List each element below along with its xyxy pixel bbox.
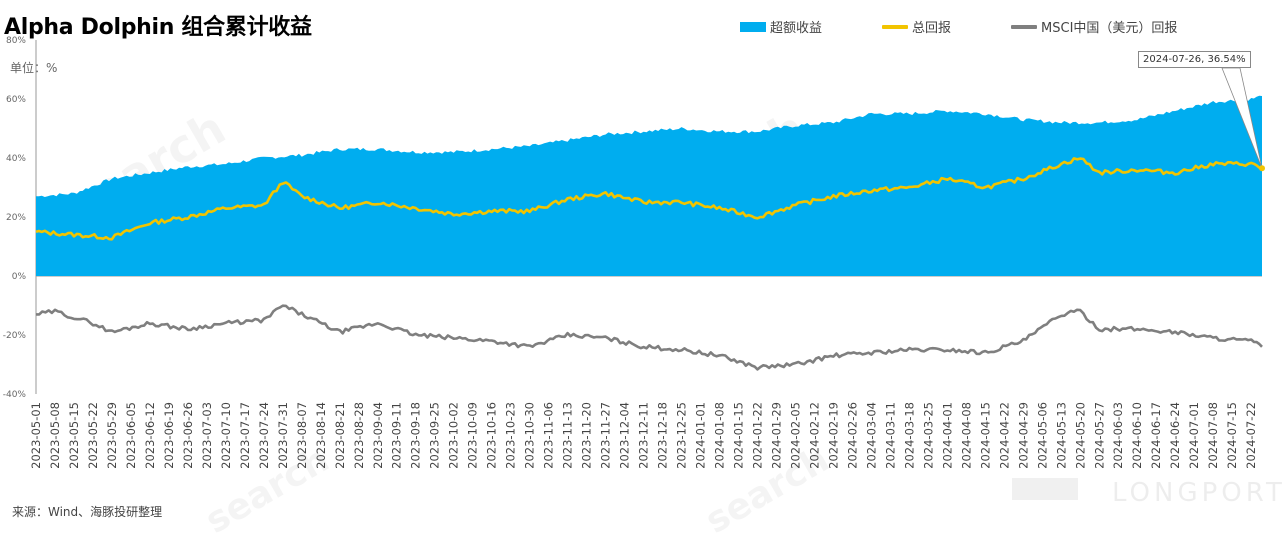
x-tick-label: 2023-12-18 <box>656 402 670 469</box>
x-tick-label: 2024-07-01 <box>1187 402 1201 469</box>
tooltip-pointer <box>1221 67 1263 169</box>
x-tick-label: 2024-04-08 <box>959 402 973 469</box>
series-line-total <box>35 157 1263 241</box>
x-tick-label: 2023-11-06 <box>542 402 556 469</box>
legend-label-excess: 超额收益 <box>770 21 823 36</box>
x-tick-label: 2023-12-11 <box>637 402 651 469</box>
x-tick-label: 2024-03-18 <box>902 402 916 469</box>
x-tick-label: 2023-06-12 <box>143 402 157 469</box>
x-tick-label: 2023-10-23 <box>504 402 518 469</box>
y-tick-label: 40% <box>6 154 26 164</box>
x-tick-label: 2024-06-03 <box>1111 402 1125 469</box>
x-tick-label: 2024-04-15 <box>978 402 992 469</box>
x-tick-label: 2024-03-25 <box>921 402 935 469</box>
x-tick-label: 2023-08-07 <box>295 402 309 469</box>
x-tick-label: 2023-08-28 <box>352 402 366 469</box>
legend-item-msci[interactable]: MSCI中国（美元）回报 <box>1011 17 1177 36</box>
y-tick-label: 60% <box>6 95 26 105</box>
x-tick-label: 2024-04-22 <box>997 402 1011 469</box>
chart-svg: 80% 60% 40% 20% 0% -20% -40%2023-05-01 2023-05-… <box>3 36 1265 469</box>
chart-legend: 超额收益 总回报 MSCI中国（美元）回报 <box>740 17 1237 36</box>
x-tick-label: 2023-06-26 <box>181 402 195 469</box>
x-tick-label: 2024-07-15 <box>1225 402 1239 469</box>
x-tick-label: 2023-08-14 <box>314 402 328 469</box>
x-tick-label: 2023-09-18 <box>409 402 423 469</box>
x-tick-label: 2024-01-15 <box>732 402 746 469</box>
x-tick-label: 2024-06-17 <box>1149 402 1163 469</box>
x-tick-label: 2024-02-19 <box>826 402 840 469</box>
x-tick-label: 2024-06-24 <box>1168 402 1182 469</box>
x-tick-label: 2023-06-05 <box>124 402 138 469</box>
y-tick-label: 0% <box>12 272 27 282</box>
x-tick-label: 2024-07-22 <box>1244 402 1258 469</box>
x-tick-label: 2024-06-10 <box>1130 402 1144 469</box>
source-note: 来源：Wind、海豚投研整理 <box>12 505 163 519</box>
x-tick-label: 2024-05-13 <box>1054 402 1068 469</box>
x-tick-label: 2024-01-22 <box>751 402 765 469</box>
x-tick-label: 2023-05-29 <box>105 402 119 469</box>
x-tick-label: 2024-03-04 <box>864 402 878 469</box>
legend-item-excess[interactable]: 超额收益 <box>740 17 822 36</box>
x-tick-label: 2024-07-08 <box>1206 402 1220 469</box>
unit-label: 单位：% <box>10 61 58 75</box>
x-tick-label: 2024-03-11 <box>883 402 897 469</box>
x-tick-label: 2023-05-22 <box>86 402 100 469</box>
x-tick-label: 2023-11-20 <box>580 402 594 469</box>
x-tick-label: 2023-09-11 <box>390 402 404 469</box>
x-tick-label: 2023-10-02 <box>447 402 461 469</box>
x-tick-label: 2023-10-30 <box>523 402 537 469</box>
x-tick-label: 2023-07-31 <box>276 402 290 469</box>
x-tick-label: 2023-05-15 <box>67 402 81 469</box>
y-tick-label: -20% <box>3 331 27 341</box>
chart-title: Alpha Dolphin 组合累计收益 <box>4 15 312 40</box>
x-tick-label: 2024-02-12 <box>808 402 822 469</box>
y-tick-label: 20% <box>6 213 26 223</box>
series-line-msci <box>36 304 1263 371</box>
series-area-excess <box>36 95 1262 276</box>
x-tick-label: 2023-06-19 <box>162 402 176 469</box>
x-tick-label: 2024-04-29 <box>1016 402 1030 469</box>
x-tick-label: 2024-05-27 <box>1092 402 1106 469</box>
x-tick-label: 2023-12-04 <box>618 402 632 469</box>
x-tick-label: 2024-02-26 <box>845 402 859 469</box>
x-tick-label: 2023-08-21 <box>333 402 347 469</box>
x-tick-label: 2023-09-25 <box>428 402 442 469</box>
x-tick-label: 2024-04-01 <box>940 402 954 469</box>
data-tooltip: 2024-07-26, 36.54% <box>1138 51 1251 68</box>
x-tick-label: 2023-11-13 <box>561 402 575 469</box>
x-tick-label: 2023-07-10 <box>219 402 233 469</box>
x-tick-label: 2024-05-20 <box>1073 402 1087 469</box>
legend-swatch-msci <box>1011 24 1038 29</box>
legend-swatch-excess <box>740 21 766 32</box>
x-tick-label: 2023-10-09 <box>466 402 480 469</box>
legend-swatch-total <box>882 24 909 29</box>
x-tick-label: 2023-07-03 <box>200 402 214 469</box>
legend-item-total[interactable]: 总回报 <box>882 17 951 36</box>
x-tick-label: 2023-11-27 <box>599 402 613 469</box>
legend-label-msci: MSCI中国（美元）回报 <box>1041 21 1178 36</box>
x-tick-label: 2024-02-05 <box>789 402 803 469</box>
y-tick-label: 80% <box>6 36 26 46</box>
x-tick-label: 2024-01-29 <box>770 402 784 469</box>
x-tick-label: 2024-01-01 <box>694 402 708 469</box>
x-tick-label: 2023-12-25 <box>675 402 689 469</box>
x-tick-label: 2023-05-01 <box>29 402 43 469</box>
x-tick-label: 2023-07-24 <box>257 402 271 469</box>
tooltip-marker <box>1259 165 1265 172</box>
x-tick-label: 2023-10-16 <box>485 402 499 469</box>
x-tick-label: 2023-07-17 <box>238 402 252 469</box>
legend-label-total: 总回报 <box>912 21 952 36</box>
x-tick-label: 2024-05-06 <box>1035 402 1049 469</box>
y-tick-label: -40% <box>3 390 27 400</box>
x-tick-label: 2023-05-08 <box>48 402 62 469</box>
x-tick-label: 2023-09-04 <box>371 402 385 469</box>
watermark-logo-box <box>1012 478 1078 500</box>
x-tick-label: 2024-01-08 <box>713 402 727 469</box>
watermark-brand: LONGPORT <box>1112 478 1283 508</box>
